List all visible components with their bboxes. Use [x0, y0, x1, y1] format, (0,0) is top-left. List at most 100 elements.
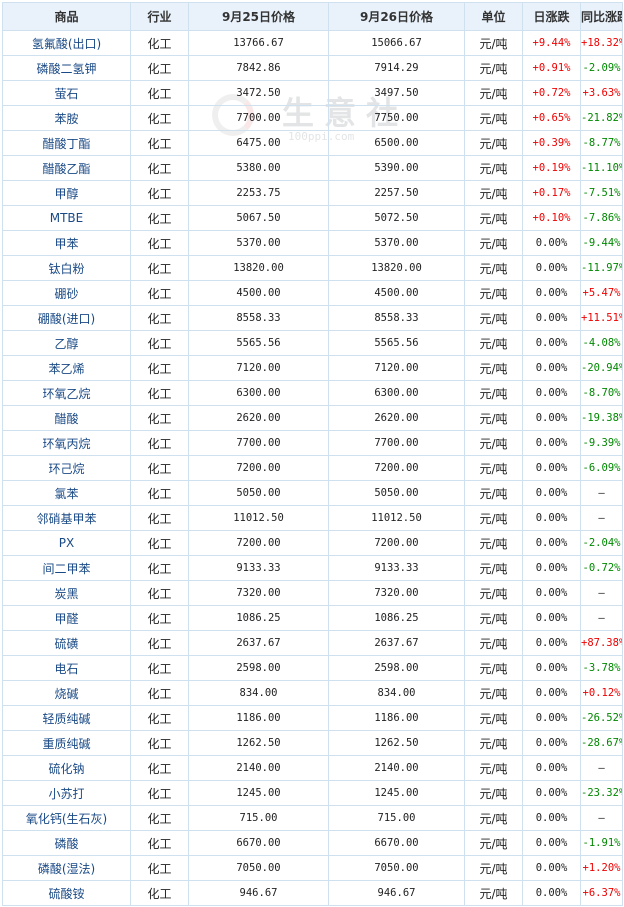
price-0926-cell: 7914.29 [328, 55, 465, 81]
product-name-link[interactable]: 炭黑 [2, 580, 131, 606]
product-name-link[interactable]: 苯胺 [2, 105, 131, 131]
product-name-link[interactable]: 硫酸铵 [2, 880, 131, 906]
price-0926-cell: 1245.00 [328, 780, 465, 806]
product-name-link[interactable]: 环氧丙烷 [2, 430, 131, 456]
product-name-link[interactable]: 磷酸 [2, 830, 131, 856]
daily-change-cell: 0.00% [522, 855, 581, 881]
daily-change-cell: +0.10% [522, 205, 581, 231]
yoy-change-cell: -3.78% [580, 655, 623, 681]
price-0926-cell: 946.67 [328, 880, 465, 906]
daily-change-cell: 0.00% [522, 730, 581, 756]
yoy-change-cell: +18.32% [580, 30, 623, 56]
product-name-link[interactable]: 氯苯 [2, 480, 131, 506]
price-0925-cell: 2620.00 [188, 405, 329, 431]
product-name-link[interactable]: PX [2, 530, 131, 556]
price-0925-cell: 13820.00 [188, 255, 329, 281]
daily-change-cell: 0.00% [522, 430, 581, 456]
product-name-link[interactable]: 甲醛 [2, 605, 131, 631]
product-name-link[interactable]: 邻硝基甲苯 [2, 505, 131, 531]
col-product-header: 商品 [2, 2, 131, 31]
daily-change-cell: 0.00% [522, 480, 581, 506]
price-0926-cell: 6300.00 [328, 380, 465, 406]
industry-cell: 化工 [130, 330, 189, 356]
product-name-link[interactable]: 醋酸 [2, 405, 131, 431]
daily-change-cell: +0.65% [522, 105, 581, 131]
yoy-change-cell: -20.94% [580, 355, 623, 381]
price-0925-cell: 7700.00 [188, 430, 329, 456]
industry-cell: 化工 [130, 230, 189, 256]
price-0925-cell: 1086.25 [188, 605, 329, 631]
industry-cell: 化工 [130, 455, 189, 481]
table-row: 乙醇 化工 5565.56 5565.56 元/吨 0.00% -4.08% [2, 330, 623, 356]
price-0926-cell: 7200.00 [328, 455, 465, 481]
industry-cell: 化工 [130, 780, 189, 806]
product-name-link[interactable]: 钛白粉 [2, 255, 131, 281]
price-0925-cell: 715.00 [188, 805, 329, 831]
daily-change-cell: 0.00% [522, 355, 581, 381]
product-name-link[interactable]: 硫磺 [2, 630, 131, 656]
table-row: 磷酸二氢钾 化工 7842.86 7914.29 元/吨 +0.91% -2.09% [2, 55, 623, 81]
yoy-change-cell: — [580, 580, 623, 606]
table-row: 小苏打 化工 1245.00 1245.00 元/吨 0.00% -23.32% [2, 780, 623, 806]
unit-cell: 元/吨 [464, 755, 523, 781]
yoy-change-cell: +5.47% [580, 280, 623, 306]
product-name-link[interactable]: 乙醇 [2, 330, 131, 356]
product-name-link[interactable]: 环氧乙烷 [2, 380, 131, 406]
product-name-link[interactable]: MTBE [2, 205, 131, 231]
product-name-link[interactable]: 氧化钙(生石灰) [2, 805, 131, 831]
price-0925-cell: 7120.00 [188, 355, 329, 381]
unit-cell: 元/吨 [464, 630, 523, 656]
table-row: 环己烷 化工 7200.00 7200.00 元/吨 0.00% -6.09% [2, 455, 623, 481]
table-row: 氯苯 化工 5050.00 5050.00 元/吨 0.00% — [2, 480, 623, 506]
table-row: 炭黑 化工 7320.00 7320.00 元/吨 0.00% — [2, 580, 623, 606]
daily-change-cell: 0.00% [522, 305, 581, 331]
table-row: 磷酸(湿法) 化工 7050.00 7050.00 元/吨 0.00% +1.20% [2, 855, 623, 881]
product-name-link[interactable]: 磷酸二氢钾 [2, 55, 131, 81]
daily-change-cell: 0.00% [522, 680, 581, 706]
yoy-change-cell: -7.51% [580, 180, 623, 206]
daily-change-cell: 0.00% [522, 330, 581, 356]
product-name-link[interactable]: 轻质纯碱 [2, 705, 131, 731]
yoy-change-cell: -7.86% [580, 205, 623, 231]
product-name-link[interactable]: 环己烷 [2, 455, 131, 481]
price-0925-cell: 5565.56 [188, 330, 329, 356]
daily-change-cell: +0.91% [522, 55, 581, 81]
product-name-link[interactable]: 氢氟酸(出口) [2, 30, 131, 56]
product-name-link[interactable]: 小苏打 [2, 780, 131, 806]
price-0925-cell: 1245.00 [188, 780, 329, 806]
price-0926-cell: 15066.67 [328, 30, 465, 56]
price-0926-cell: 8558.33 [328, 305, 465, 331]
price-0926-cell: 7050.00 [328, 855, 465, 881]
product-name-link[interactable]: 萤石 [2, 80, 131, 106]
product-name-link[interactable]: 硼酸(进口) [2, 305, 131, 331]
table-row: 钛白粉 化工 13820.00 13820.00 元/吨 0.00% -11.97% [2, 255, 623, 281]
price-0926-cell: 7750.00 [328, 105, 465, 131]
product-name-link[interactable]: 硫化钠 [2, 755, 131, 781]
yoy-change-cell: -9.39% [580, 430, 623, 456]
col-yoy-change-header: 同比涨跌 [580, 2, 623, 31]
product-name-link[interactable]: 硼砂 [2, 280, 131, 306]
product-name-link[interactable]: 磷酸(湿法) [2, 855, 131, 881]
product-name-link[interactable]: 醋酸丁酯 [2, 130, 131, 156]
product-name-link[interactable]: 烧碱 [2, 680, 131, 706]
product-name-link[interactable]: 电石 [2, 655, 131, 681]
industry-cell: 化工 [130, 830, 189, 856]
unit-cell: 元/吨 [464, 430, 523, 456]
daily-change-cell: 0.00% [522, 380, 581, 406]
product-name-link[interactable]: 苯乙烯 [2, 355, 131, 381]
yoy-change-cell: -4.08% [580, 330, 623, 356]
price-0925-cell: 834.00 [188, 680, 329, 706]
price-0925-cell: 13766.67 [188, 30, 329, 56]
product-name-link[interactable]: 间二甲苯 [2, 555, 131, 581]
price-0926-cell: 9133.33 [328, 555, 465, 581]
industry-cell: 化工 [130, 155, 189, 181]
product-name-link[interactable]: 醋酸乙酯 [2, 155, 131, 181]
product-name-link[interactable]: 甲醇 [2, 180, 131, 206]
unit-cell: 元/吨 [464, 155, 523, 181]
daily-change-cell: 0.00% [522, 230, 581, 256]
daily-change-cell: 0.00% [522, 530, 581, 556]
col-industry-header: 行业 [130, 2, 189, 31]
product-name-link[interactable]: 重质纯碱 [2, 730, 131, 756]
col-daily-change-header: 日涨跌 [522, 2, 581, 31]
product-name-link[interactable]: 甲苯 [2, 230, 131, 256]
